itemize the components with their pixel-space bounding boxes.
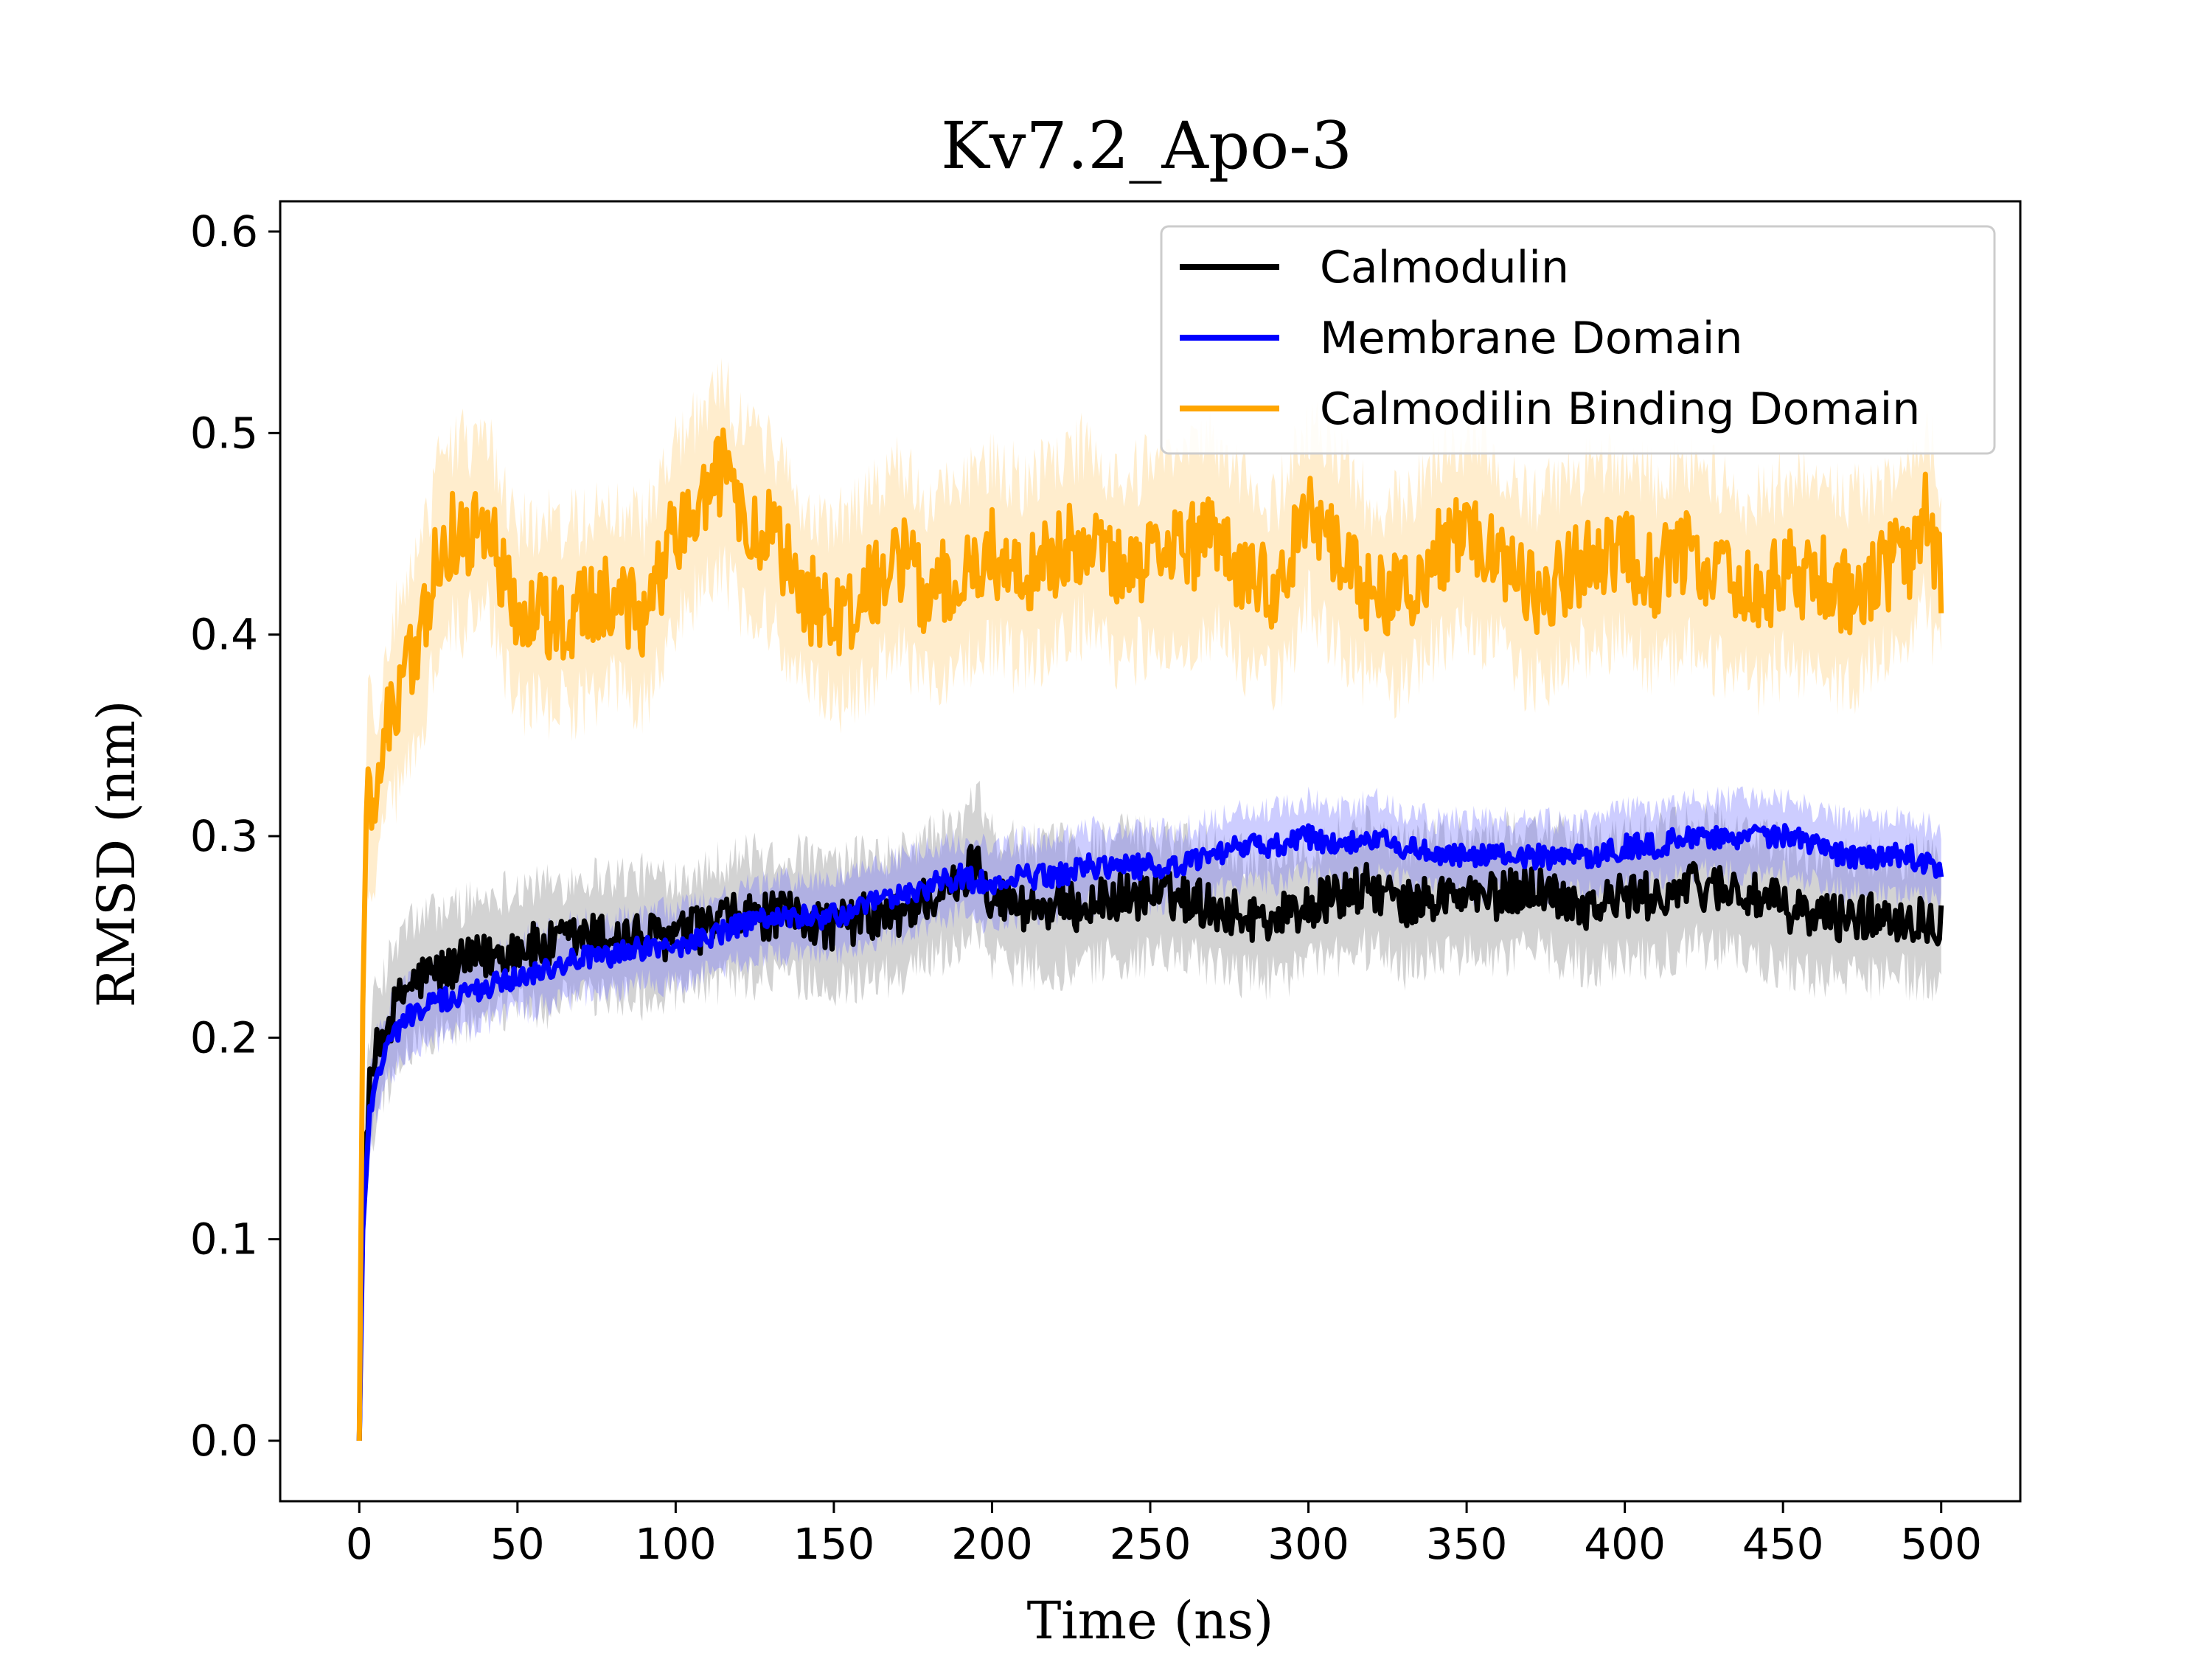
x-tick-label: 450 bbox=[1742, 1519, 1824, 1569]
series-band-0 bbox=[359, 780, 1941, 1441]
x-tick-label: 200 bbox=[951, 1519, 1033, 1569]
y-tick-label: 0.4 bbox=[190, 610, 258, 660]
y-axis-label: RMSD (nm) bbox=[86, 700, 147, 1008]
chart-title: Kv7.2_Apo-3 bbox=[941, 108, 1352, 184]
x-tick-label: 400 bbox=[1584, 1519, 1666, 1569]
y-tick-label: 0.1 bbox=[190, 1214, 258, 1265]
series-band-1 bbox=[359, 785, 1941, 1441]
x-tick-label: 300 bbox=[1267, 1519, 1349, 1569]
x-tick-label: 150 bbox=[793, 1519, 875, 1569]
y-tick-label: 0.6 bbox=[190, 206, 258, 257]
x-axis-label: Time (ns) bbox=[1027, 1590, 1274, 1651]
legend: Calmodulin Membrane Domain Calmodilin Bind… bbox=[1160, 225, 1996, 455]
y-tick-label: 0.0 bbox=[190, 1416, 258, 1466]
x-tick-label: 100 bbox=[635, 1519, 717, 1569]
shaded-bands-layer bbox=[359, 358, 1941, 1441]
y-tick-label: 0.2 bbox=[190, 1012, 258, 1062]
legend-label: Calmodulin bbox=[1320, 242, 1569, 293]
x-tick-label: 0 bbox=[346, 1519, 373, 1569]
legend-box bbox=[1160, 225, 1996, 455]
y-tick-label: 0.5 bbox=[190, 408, 258, 458]
legend-label: Membrane Domain bbox=[1320, 313, 1743, 364]
y-tick-label: 0.3 bbox=[190, 811, 258, 861]
series-line-2 bbox=[356, 427, 1944, 1441]
y-axis: 0.0 0.1 0.2 0.3 0.4 0.5 0.6 bbox=[190, 206, 280, 1466]
x-tick-label: 250 bbox=[1110, 1519, 1192, 1569]
series-band-2 bbox=[359, 358, 1941, 1441]
x-tick-label: 500 bbox=[1900, 1519, 1982, 1569]
series-line-1 bbox=[356, 823, 1944, 1441]
series-lines-layer bbox=[356, 427, 1944, 1441]
legend-label: Calmodilin Binding Domain bbox=[1320, 383, 1920, 435]
x-tick-label: 50 bbox=[490, 1519, 545, 1569]
x-axis: 0 50 100 150 200 250 300 350 400 450 500 bbox=[346, 1501, 1982, 1569]
x-tick-label: 350 bbox=[1426, 1519, 1508, 1569]
